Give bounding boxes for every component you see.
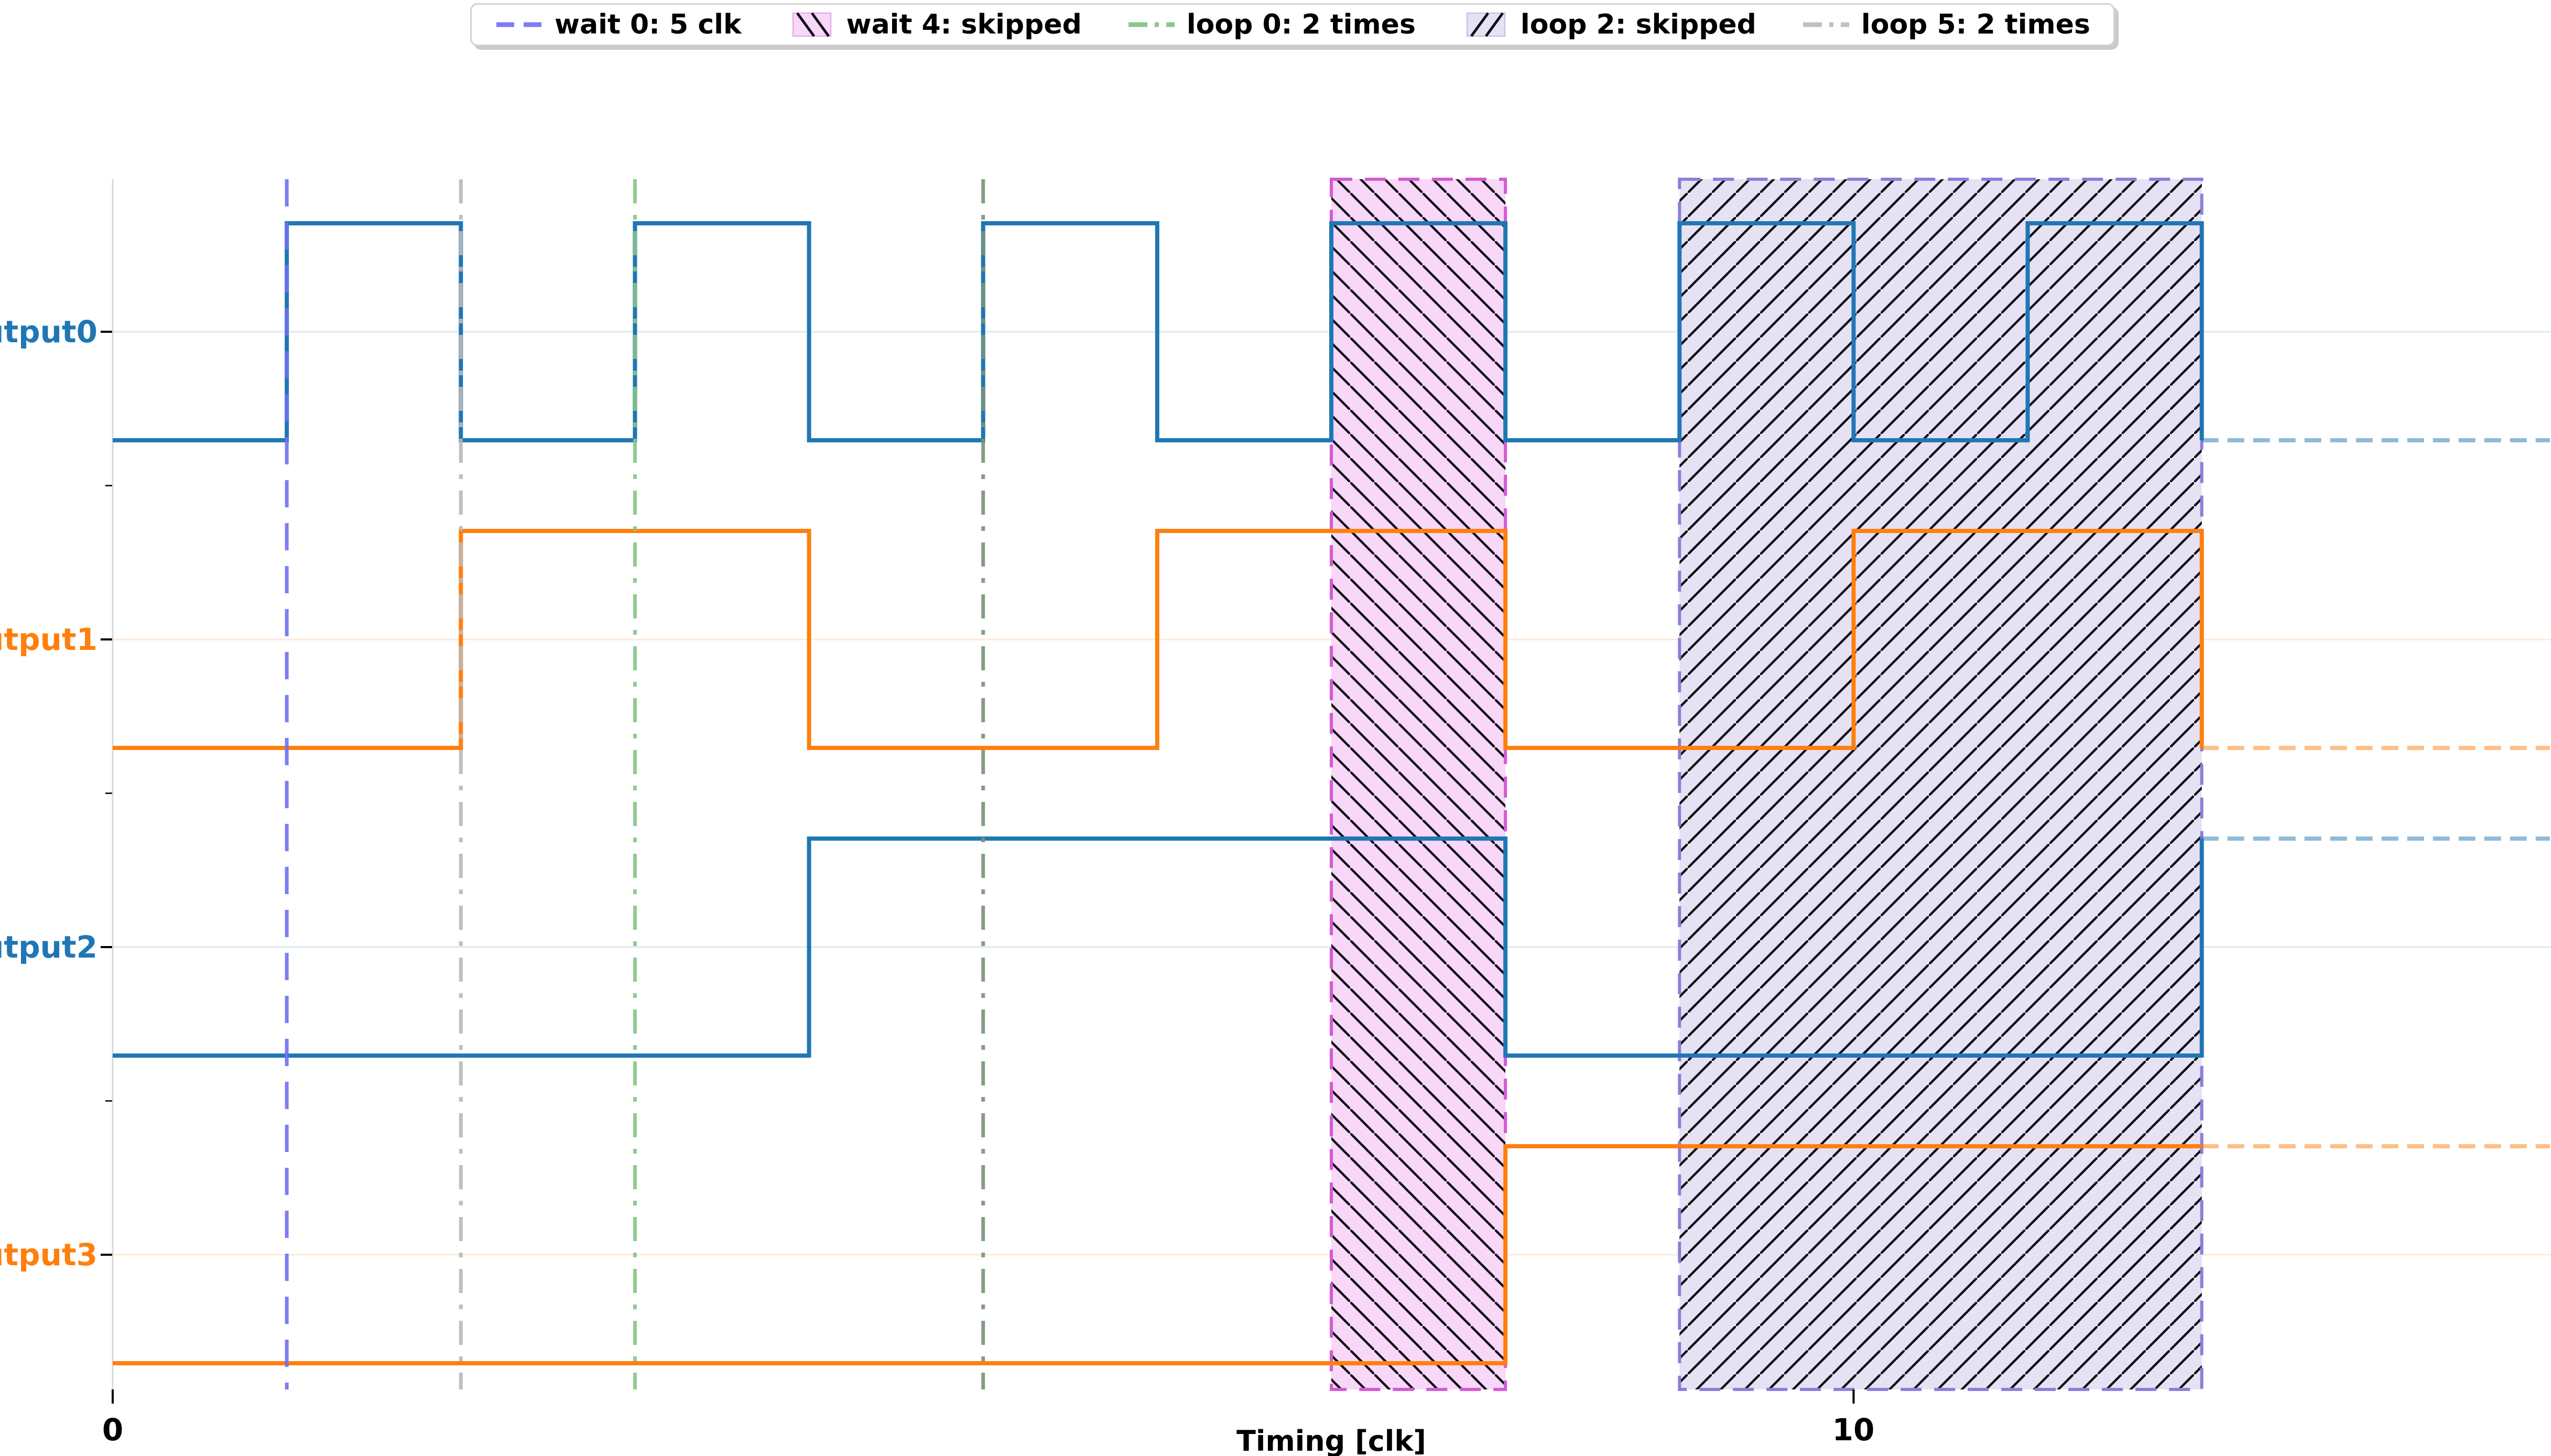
- dashdot-line-swatch-icon: [1127, 12, 1176, 38]
- legend-item-wait4: wait 4: skipped: [787, 9, 1082, 40]
- legend-item-label: loop 2: skipped: [1520, 9, 1756, 40]
- legend-item-loop0: loop 0: 2 times: [1127, 9, 1416, 40]
- legend-item-loop5: loop 5: 2 times: [1801, 9, 2090, 40]
- legend-item-loop2: loop 2: skipped: [1461, 9, 1756, 40]
- skip-regions-layer: [1330, 178, 2203, 1391]
- axis-ticks-layer: [101, 331, 1855, 1404]
- x-axis-title: Timing [clk]: [1236, 1425, 1426, 1456]
- x-tick-label-10: 10: [1832, 1412, 1875, 1448]
- event-lines-layer: [285, 179, 985, 1389]
- dashdot-line-swatch-icon: [1801, 12, 1851, 38]
- waveform-output2: [113, 836, 2204, 1058]
- legend-item-label: loop 0: 2 times: [1186, 9, 1416, 40]
- legend-item-label: wait 4: skipped: [846, 9, 1082, 40]
- legend-item-label: wait 0: 5 clk: [555, 9, 742, 40]
- y-axis-label-output0: output0: [0, 314, 97, 350]
- y-axis-label-output1: output1: [0, 622, 97, 657]
- y-axis-label-output2: output2: [0, 929, 97, 965]
- skip-region-1: [1678, 178, 2203, 1391]
- legend-item-label: loop 5: 2 times: [1861, 9, 2090, 40]
- hatched-patch-swatch-icon: [1461, 12, 1510, 38]
- hatched-patch-swatch-icon: [787, 12, 836, 38]
- skip-region-0: [1330, 178, 1507, 1391]
- y-axis-label-output3: output3: [0, 1237, 97, 1273]
- legend-item-wait0: wait 0: 5 clk: [495, 9, 742, 40]
- waveform-output3: [113, 1144, 2202, 1365]
- legend: wait 0: 5 clk wait 4: skipped loop 0: 2 …: [470, 3, 2115, 46]
- x-tick-label-0: 0: [102, 1412, 123, 1448]
- dashed-line-swatch-icon: [495, 12, 544, 38]
